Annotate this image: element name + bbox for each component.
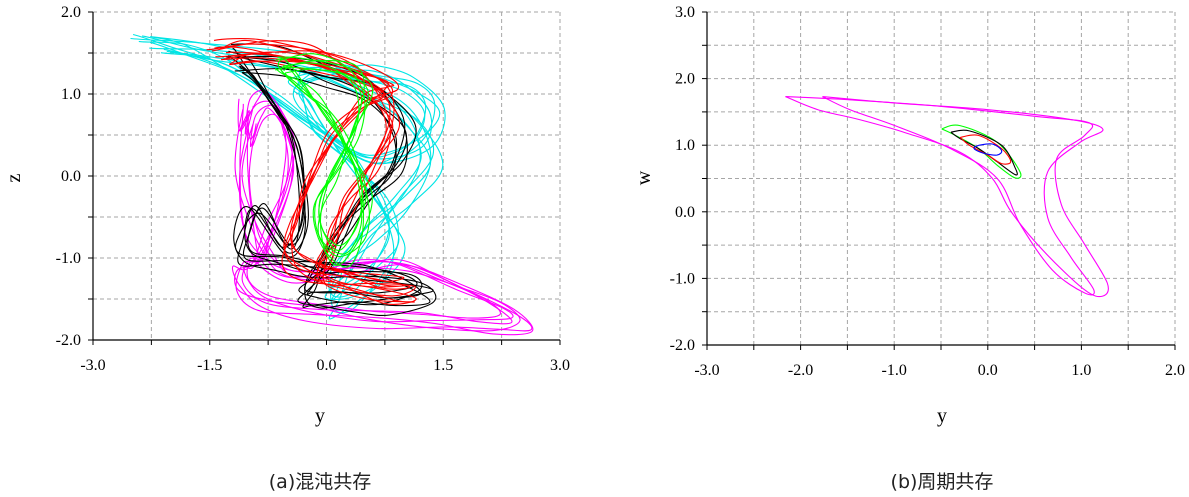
chart-panel-b: -3.0 -2.0 -1.0 0.0 1.0 2.0 3.0 2.0 1.0 0.0 -1.0 -2.… bbox=[633, 4, 1185, 493]
trajectory-line bbox=[785, 96, 1109, 298]
x-tick-label: 1.0 bbox=[1071, 362, 1091, 379]
y-tick-label: 1.0 bbox=[675, 137, 695, 154]
trajectory-line bbox=[241, 71, 418, 294]
y-tick-label: 3.0 bbox=[675, 4, 695, 21]
x-tick-label: 0.0 bbox=[317, 357, 337, 374]
trajectory-layer bbox=[785, 96, 1109, 298]
trajectory-line bbox=[973, 143, 1003, 156]
trajectory-line bbox=[277, 53, 366, 268]
x-tick-label: -3.0 bbox=[694, 362, 719, 379]
trajectory-line bbox=[225, 47, 431, 308]
x-tick-label: 2.0 bbox=[1165, 362, 1185, 379]
y-tick-label: 0.0 bbox=[675, 204, 695, 221]
x-tick-label: -3.0 bbox=[80, 357, 105, 374]
figure-caption: (a)混沌共存 bbox=[269, 471, 371, 493]
trajectory-line bbox=[228, 43, 437, 316]
x-tick-label: 1.5 bbox=[433, 357, 453, 374]
trajectory-line bbox=[231, 90, 533, 332]
y-tick-label: -1.0 bbox=[670, 270, 695, 287]
x-tick-label: -1.5 bbox=[197, 357, 222, 374]
trajectory-line bbox=[221, 51, 406, 288]
trajectory-line bbox=[822, 96, 1104, 296]
y-tick-label: -1.0 bbox=[56, 250, 81, 267]
y-tick-label: -2.0 bbox=[670, 337, 695, 354]
x-axis-label: y bbox=[315, 405, 325, 427]
plot-grid bbox=[707, 11, 1176, 345]
plot-axes bbox=[88, 11, 561, 345]
y-tick-label: 1.0 bbox=[61, 86, 81, 103]
trajectory-line bbox=[959, 134, 1012, 165]
y-tick-label: 2.0 bbox=[61, 4, 81, 21]
chart-panel-a: -3.0 -1.5 0.0 1.5 3.0 2.0 1.0 0.0 -1.0 -2.0 y z (… bbox=[3, 4, 570, 493]
figure-caption: (b)周期共存 bbox=[891, 471, 994, 493]
x-tick-label: 0.0 bbox=[978, 362, 998, 379]
trajectory-line bbox=[275, 56, 374, 266]
y-axis-label: w bbox=[633, 170, 655, 185]
y-axis-label: z bbox=[3, 173, 25, 182]
x-tick-label: -1.0 bbox=[882, 362, 907, 379]
y-tick-label: 0.0 bbox=[61, 168, 81, 185]
tick-labels: -3.0 -2.0 -1.0 0.0 1.0 2.0 3.0 2.0 1.0 0.0 -1.0 -2.… bbox=[670, 4, 1185, 379]
trajectory-layer bbox=[130, 33, 534, 336]
trajectory-line bbox=[211, 39, 417, 305]
x-axis-label: y bbox=[937, 405, 947, 427]
trajectory-line bbox=[284, 68, 363, 247]
x-tick-label: 3.0 bbox=[550, 357, 570, 374]
y-tick-label: -2.0 bbox=[56, 332, 81, 349]
plot-axes bbox=[702, 11, 1176, 350]
y-tick-label: 2.0 bbox=[675, 71, 695, 88]
tick-labels: -3.0 -1.5 0.0 1.5 3.0 2.0 1.0 0.0 -1.0 -2.0 bbox=[56, 4, 570, 374]
x-tick-label: -2.0 bbox=[788, 362, 813, 379]
trajectory-line bbox=[206, 37, 415, 303]
